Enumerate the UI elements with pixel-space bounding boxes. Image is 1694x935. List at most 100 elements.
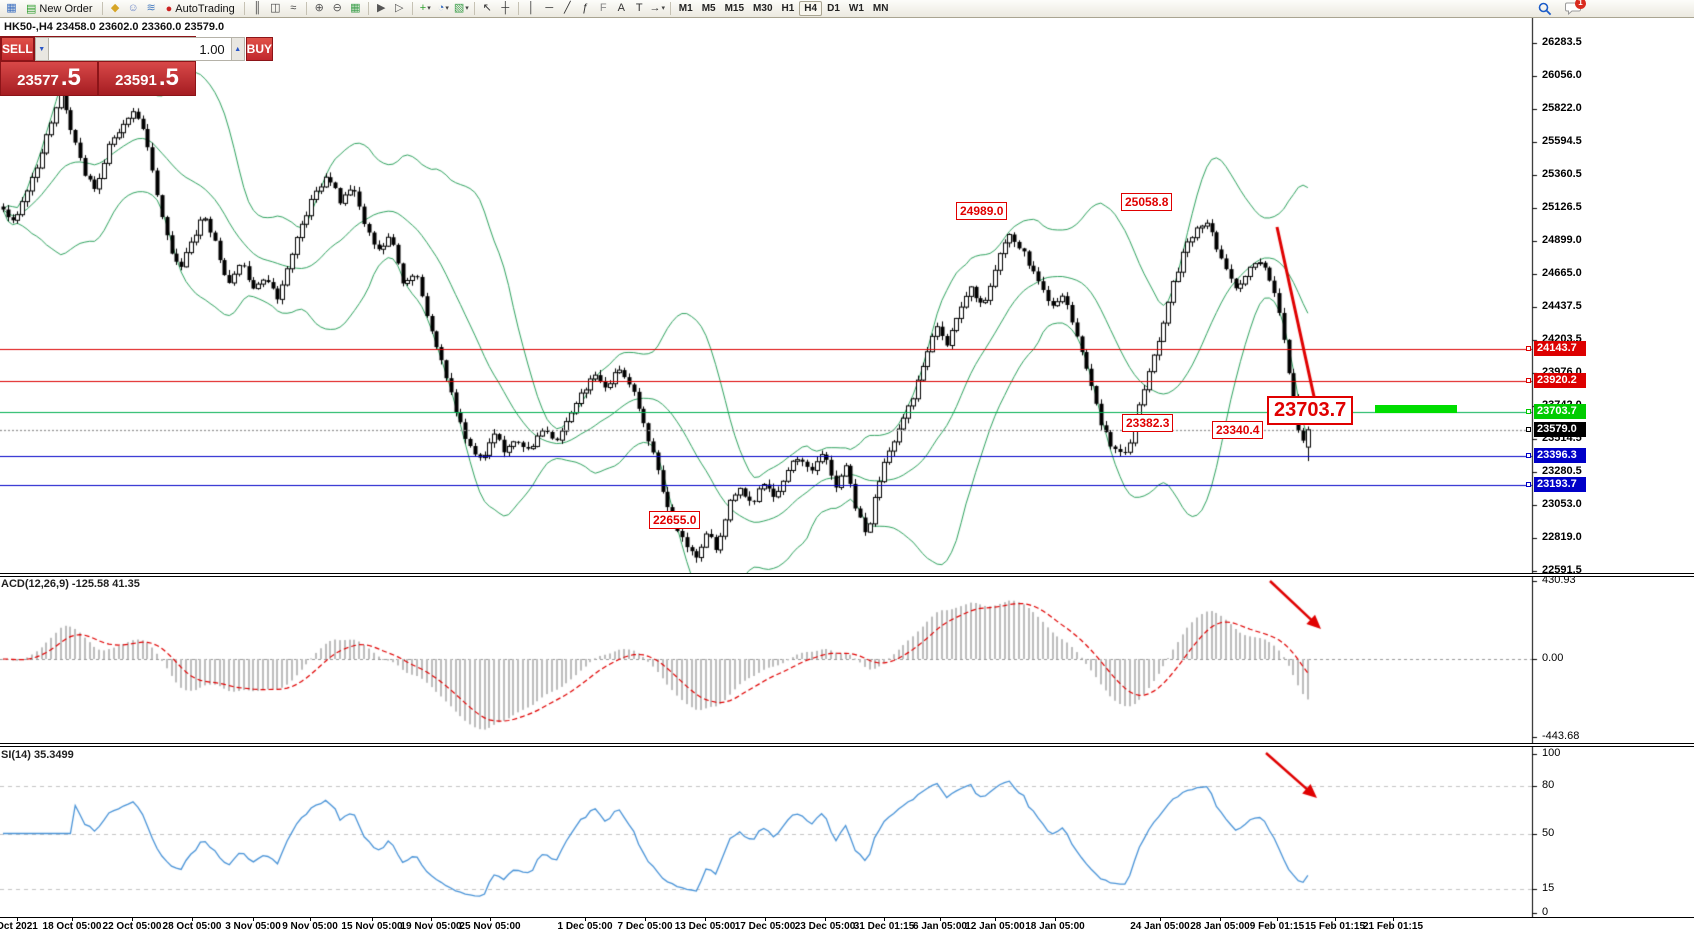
timeframe-m5[interactable]: M5 [701,3,716,14]
rsi-label: SI(14) 35.3499 [1,749,74,761]
search-icon[interactable] [1536,1,1553,17]
time-axis-tick [1393,918,1394,921]
current-price-tag: 23579.0 [1526,421,1586,437]
volume-decrease-button[interactable]: ▼ [34,37,49,61]
price-annotation[interactable]: 24989.0 [956,202,1008,220]
add-indicator-icon[interactable]: + ▾ [419,2,431,14]
highlight-bar[interactable] [1375,405,1457,413]
sell-price[interactable]: 23577.5 [1,62,97,95]
cursor-icon[interactable]: ↖ [482,2,492,14]
sell-price-frac: .5 [60,64,81,91]
timeframe-m30[interactable]: M30 [753,3,773,14]
price-chart-canvas[interactable] [0,18,1538,573]
price-level-tag: 23920.2 [1526,372,1586,388]
toolbar-separator [669,2,671,15]
rsi-axis-label: 100 [1542,747,1561,759]
macd-axis-label: 0.00 [1542,652,1564,664]
chat-badge: 1 [1575,0,1586,9]
timeframe-mn[interactable]: MN [872,3,889,14]
chat-icon[interactable]: 1 [1564,0,1586,17]
macd-pane-canvas[interactable] [0,577,1538,743]
text-icon[interactable]: A [617,2,625,14]
trendline-icon[interactable]: ╱ [563,2,571,14]
time-axis-tick [72,918,73,921]
timeframe-m1[interactable]: M1 [678,3,693,14]
timeframe-m15[interactable]: M15 [724,3,745,14]
time-axis-tick [431,918,432,921]
vertical-line-icon[interactable]: │ [527,2,535,14]
time-axis-label: 18 Oct 05:00 [42,921,102,932]
price-annotation[interactable]: 22655.0 [649,511,701,529]
price-axis-label: 24899.0 [1542,234,1582,246]
time-axis-tick [1160,918,1161,921]
price-annotation[interactable]: 23340.4 [1212,421,1264,439]
time-axis-tick [705,918,706,921]
horizontal-line-icon[interactable]: ─ [545,2,554,14]
price-axis-label: 23053.0 [1542,498,1582,510]
time-axis-label: 28 Jan 05:00 [1190,921,1250,932]
pane-divider[interactable] [0,573,1694,577]
time-axis-tick [1220,918,1221,921]
tile-windows-icon[interactable]: ▦ [350,2,361,14]
sell-button[interactable]: SELL [1,37,34,61]
time-axis-tick [645,918,646,921]
channel-icon[interactable]: F [599,2,607,14]
gold-icon[interactable]: ◆ [110,2,120,14]
timeframe-h1[interactable]: H1 [781,3,795,14]
volume-input[interactable] [48,37,231,61]
new-order-button[interactable]: ▤ New Order [26,2,93,16]
volume-increase-button[interactable]: ▲ [230,37,245,61]
crosshair-icon[interactable]: ┼ [501,2,510,14]
price-annotation[interactable]: 25058.8 [1121,193,1173,211]
time-axis-label: 17 Dec 05:00 [734,921,796,932]
timeframe-h4[interactable]: H4 [799,1,823,16]
time-axis-label: 31 Dec 01:15 [853,921,915,932]
candlestick-chart-icon[interactable]: ◫ [270,2,281,14]
zoom-in-icon[interactable]: ⊕ [314,2,324,14]
price-axis-label: 22819.0 [1542,531,1582,544]
chart-shift-icon[interactable]: ▷ [395,2,404,14]
time-axis-label: 15 Feb 01:15 [1304,921,1366,932]
buy-price[interactable]: 23591.5 [99,62,195,95]
time-axis-tick [372,918,373,921]
arrows-icon[interactable]: → ▾ [649,2,666,14]
bar-chart-icon[interactable]: ║ [253,2,262,14]
autotrading-button[interactable]: ● AutoTrading [165,2,235,15]
rsi-axis-label: 80 [1542,778,1555,791]
time-axis-tick [192,918,193,921]
time-axis-label: 15 Nov 05:00 [341,921,403,932]
signal-icon[interactable]: ≋ [146,2,156,14]
volume-spinner: ▼ ▲ [34,37,245,61]
price-annotation[interactable]: 23382.3 [1122,414,1174,432]
line-chart-icon[interactable]: ≈ [290,2,297,14]
templates-icon[interactable]: ▧ ▾ [453,2,469,14]
toolbar-separator [101,2,103,15]
new-chart-icon[interactable]: ▦ [6,2,17,14]
price-annotation[interactable]: 23703.7 [1267,396,1354,425]
time-axis-tick [1277,918,1278,921]
periods-icon[interactable]: ◔ ▾ [437,2,449,14]
time-axis-label: 18 Jan 05:00 [1025,921,1085,932]
fibonacci-icon[interactable]: ƒ [582,2,589,14]
time-axis-tick [940,918,941,921]
time-axis[interactable]: Oct 2021 18 Oct 05:00 22 Oct 05:00 28 Oct 0… [0,917,1694,935]
macd-label: ACD(12,26,9) -125.58 41.35 [1,578,140,590]
text-label-icon[interactable]: T [635,2,643,14]
time-axis-label: 6 Jan 05:00 [913,921,967,932]
autotrading-button-label: AutoTrading [175,2,235,15]
time-axis-label: 9 Nov 05:00 [282,921,338,932]
pane-divider[interactable] [0,743,1694,747]
price-axis-label: 25822.0 [1542,102,1582,114]
time-axis-tick [884,918,885,921]
buy-button[interactable]: BUY [245,37,274,61]
timeframe-d1[interactable]: D1 [827,3,840,14]
timeframe-w1[interactable]: W1 [848,3,864,14]
macd-axis-label: -443.68 [1542,730,1580,742]
zoom-out-icon[interactable]: ⊖ [332,2,342,14]
rsi-axis-label: 15 [1542,882,1555,895]
profile-icon[interactable]: ☺ [127,2,139,14]
time-axis-label: Oct 2021 [0,921,38,932]
rsi-pane-canvas[interactable] [0,747,1538,917]
time-axis-tick [1335,918,1336,921]
auto-scroll-icon[interactable]: ▶ [377,2,386,14]
